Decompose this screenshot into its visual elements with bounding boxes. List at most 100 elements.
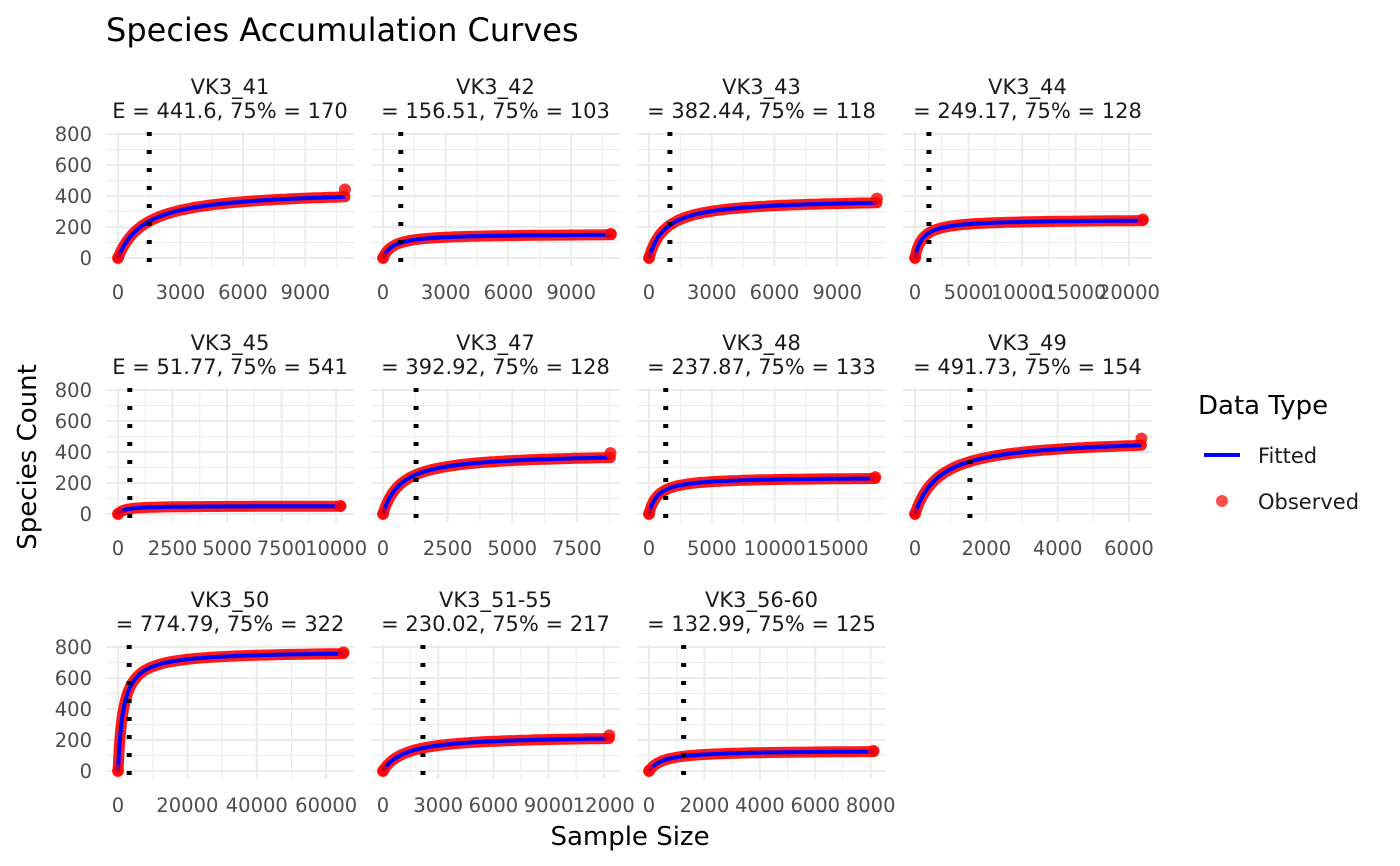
y-tick-label: 600 — [55, 410, 92, 433]
facet-panel: VK3_44= 249.17, 75% = 128 0 50001000015000… — [903, 75, 1160, 304]
y-tick-label: 800 — [55, 379, 92, 402]
x-tick-label: 5000 — [487, 537, 537, 560]
fitted-line-series — [116, 651, 344, 772]
y-tick-label: 0 — [80, 247, 92, 270]
x-tick-label: 15000 — [1044, 281, 1106, 304]
x-tick-label: 4000 — [1033, 537, 1083, 560]
facet-title: VK3_49 — [988, 331, 1067, 356]
y-tick-label: 0 — [80, 503, 92, 526]
x-tick-label: 60000 — [295, 794, 357, 817]
legend-item-fitted: Fitted — [1258, 444, 1317, 468]
x-tick-label: 2500 — [423, 537, 473, 560]
x-tick-label: 7500 — [552, 537, 602, 560]
observed-point-start — [643, 508, 655, 520]
observed-point-start — [377, 765, 389, 777]
y-axis-label: Species Count — [13, 364, 43, 550]
x-tick-label: 0 — [377, 794, 389, 817]
facet-subtitle: = 156.51, 75% = 103 — [381, 99, 610, 123]
fitted-line-series — [913, 218, 1143, 259]
observed-points-series — [112, 648, 349, 777]
facet-title: VK3_48 — [722, 331, 801, 356]
y-tick-label: 800 — [55, 123, 92, 146]
y-tick-label: 200 — [55, 472, 92, 495]
facet-title: VK3_47 — [456, 331, 535, 356]
facet-panel: VK3_51-55= 230.02, 75% = 217 0 3000 6000 900… — [371, 588, 635, 817]
observed-point-end — [867, 744, 880, 757]
x-tick-label: 2000 — [961, 537, 1011, 560]
facet-panel: VK3_49= 491.73, 75% = 154 0 2000 4000 6000 — [903, 331, 1154, 560]
legend: Data Type Fitted Observed — [1198, 391, 1359, 514]
fitted-line-series — [913, 443, 1142, 515]
facet-subtitle: = 491.73, 75% = 154 — [913, 355, 1142, 379]
observed-points-series — [909, 439, 1147, 520]
fitted-line-series — [647, 200, 877, 259]
observed-point-end — [604, 447, 617, 460]
observed-point-end — [870, 192, 883, 205]
y-tick-label: 200 — [55, 216, 92, 239]
x-axis-label: Sample Size — [550, 822, 709, 852]
facet-panel: VK3_47= 392.92, 75% = 128 0 2500 5000 7500 — [371, 331, 620, 560]
fitted-line-series — [116, 194, 345, 259]
observed-point-start — [112, 765, 124, 777]
observed-point-end — [1135, 432, 1148, 445]
facet-title: VK3_44 — [988, 75, 1067, 100]
facet-title: VK3_50 — [191, 588, 270, 613]
legend-item-observed: Observed — [1258, 490, 1359, 514]
x-tick-label: 20000 — [156, 794, 218, 817]
x-tick-label: 0 — [377, 537, 389, 560]
x-tick-label: 15000 — [807, 537, 869, 560]
x-tick-label: 0 — [377, 281, 389, 304]
x-tick-label: 4000 — [735, 794, 785, 817]
x-tick-label: 0 — [112, 794, 124, 817]
facet-subtitle: E = 441.6, 75% = 170 — [112, 99, 347, 123]
x-tick-label: 6000 — [790, 794, 840, 817]
y-tick-label: 600 — [55, 667, 92, 690]
legend-title: Data Type — [1198, 391, 1328, 421]
observed-point-end — [1136, 213, 1149, 226]
x-tick-label: 6000 — [750, 281, 800, 304]
facet-subtitle: = 237.87, 75% = 133 — [647, 355, 876, 379]
facet-subtitle: = 774.79, 75% = 322 — [116, 612, 345, 636]
x-tick-label: 12000 — [573, 794, 635, 817]
x-tick-label: 3000 — [156, 281, 206, 304]
facet-panels: VK3_41E = 441.6, 75% = 17002004006008000… — [55, 75, 1160, 817]
x-tick-label: 6000 — [218, 281, 268, 304]
x-tick-label: 2500 — [148, 537, 198, 560]
x-tick-label: 9000 — [524, 794, 574, 817]
x-tick-label: 0 — [112, 281, 124, 304]
x-tick-label: 8000 — [846, 794, 896, 817]
x-tick-label: 5000 — [687, 537, 737, 560]
x-tick-label: 0 — [643, 537, 655, 560]
y-tick-label: 400 — [55, 185, 92, 208]
facet-panel: VK3_45E = 51.77, 75% = 541 0 200 400 600 800 0… — [55, 331, 367, 560]
x-tick-label: 3000 — [687, 281, 737, 304]
x-tick-label: 6000 — [469, 794, 519, 817]
facet-panel: VK3_48= 237.87, 75% = 133 0 5000 10000 15000 — [637, 331, 886, 560]
observed-point-start — [909, 252, 921, 264]
x-tick-label: 0 — [643, 794, 655, 817]
facet-panel: VK3_56-60= 132.99, 75% = 125 0 2000 4000 600… — [637, 588, 896, 817]
fitted-line-series — [381, 455, 611, 515]
observed-point-end — [604, 227, 617, 240]
facet-title: VK3_43 — [722, 75, 801, 100]
facet-subtitle: = 230.02, 75% = 217 — [381, 612, 610, 636]
facet-subtitle: E = 51.77, 75% = 541 — [112, 355, 347, 379]
observed-point-end — [869, 471, 882, 484]
facet-subtitle: = 392.92, 75% = 128 — [381, 355, 610, 379]
fitted-line-series — [647, 476, 876, 515]
facet-title: VK3_45 — [191, 331, 270, 356]
observed-point-start — [112, 508, 124, 520]
observed-point-end — [603, 729, 616, 742]
fitted-line-series — [381, 736, 610, 773]
facet-title: VK3_42 — [456, 75, 535, 100]
x-tick-label: 20000 — [1098, 281, 1160, 304]
facet-subtitle: = 132.99, 75% = 125 — [647, 612, 876, 636]
x-tick-label: 0 — [909, 281, 921, 304]
facet-subtitle: = 382.44, 75% = 118 — [647, 99, 876, 123]
chart-title: Species Accumulation Curves — [106, 11, 579, 49]
facet-panel: VK3_50= 774.79, 75% = 322 0 200 400 600 800 0 2… — [55, 588, 357, 817]
x-tick-label: 0 — [112, 537, 124, 560]
x-tick-label: 9000 — [546, 281, 596, 304]
x-tick-label: 5000 — [944, 281, 994, 304]
